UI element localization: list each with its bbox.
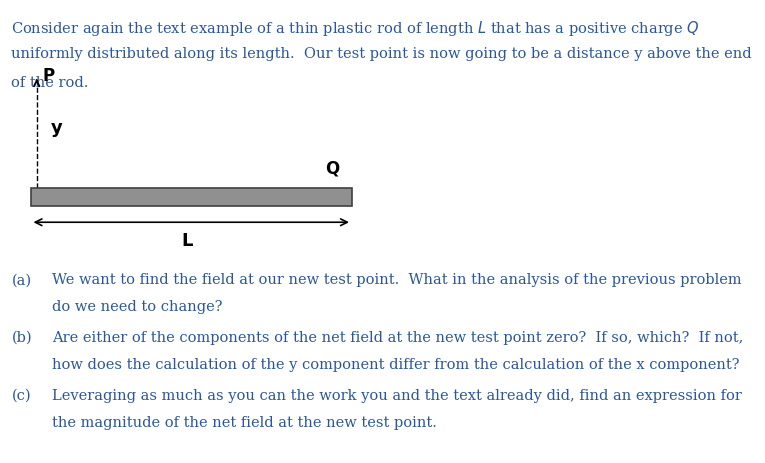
Text: (c): (c) (11, 389, 31, 403)
Text: the magnitude of the net field at the new test point.: the magnitude of the net field at the ne… (52, 416, 437, 430)
Text: $\mathbf{Q}$: $\mathbf{Q}$ (325, 159, 340, 178)
Text: Leveraging as much as you can the work you and the text already did, find an exp: Leveraging as much as you can the work y… (52, 389, 742, 403)
Bar (31, 188, 352, 206)
Text: do we need to change?: do we need to change? (52, 300, 223, 314)
Text: Consider again the text example of a thin plastic rod of length $L$ that has a p: Consider again the text example of a thi… (11, 19, 700, 38)
Text: (a): (a) (11, 273, 31, 287)
Text: how does the calculation of the y component differ from the calculation of the x: how does the calculation of the y compon… (52, 358, 740, 372)
Text: of the rod.: of the rod. (11, 76, 89, 90)
Text: Are either of the components of the net field at the new test point zero?  If so: Are either of the components of the net … (52, 331, 744, 345)
Text: $\mathbf{P}$: $\mathbf{P}$ (42, 68, 56, 85)
Text: uniformly distributed along its length.  Our test point is now going to be a dis: uniformly distributed along its length. … (11, 47, 752, 61)
Text: $\mathbf{L}$: $\mathbf{L}$ (181, 232, 194, 250)
Text: (b): (b) (11, 331, 32, 345)
Text: $\mathbf{y}$: $\mathbf{y}$ (50, 121, 63, 138)
Text: We want to find the field at our new test point.  What in the analysis of the pr: We want to find the field at our new tes… (52, 273, 741, 287)
